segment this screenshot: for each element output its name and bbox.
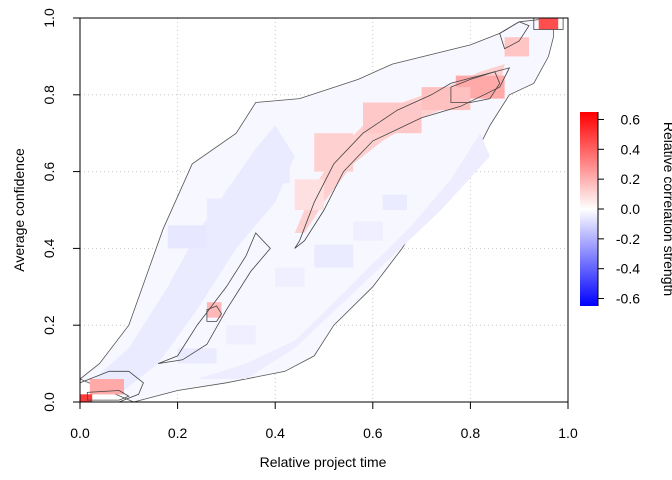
contour-0 (80, 370, 144, 402)
x-axis-label: Relative project time (260, 454, 387, 470)
colorbar-tick-label-2: 0.2 (621, 171, 641, 187)
colorbar-tick-label-0: 0.6 (621, 111, 641, 127)
heatmap-cell-5 (353, 221, 383, 241)
heatmap-cell-10 (80, 394, 93, 402)
contour-3 (450, 71, 501, 103)
y-tick-label-4: 0.8 (41, 85, 57, 105)
x-tick-label-3: 0.6 (363, 425, 383, 441)
x-tick-label-0: 0.0 (70, 425, 90, 441)
y-axis: 0.0 0.2 0.4 0.6 0.8 1.0 (41, 8, 81, 412)
heatmap-cell-17 (504, 37, 529, 57)
colorbar-tick-label-6: -0.6 (616, 291, 640, 307)
y-axis-label: Average confidence (11, 148, 27, 272)
colorbar: 0.6 0.4 0.2 0.0 -0.2 -0.4 -0.6 Relative correl… (580, 111, 672, 307)
x-axis: 0.0 0.2 0.4 0.6 0.8 1.0 (70, 401, 578, 441)
contour-6 (157, 232, 271, 364)
heatmap-cell-6 (382, 194, 407, 210)
heatmap-cell-13 (314, 133, 354, 172)
contour-1 (86, 390, 130, 401)
colorbar-label: Relative correlation strength (661, 122, 672, 296)
y-tick-label-2: 0.4 (41, 238, 57, 258)
x-tick-label-4: 0.8 (461, 425, 481, 441)
heatmap-cell-1 (206, 198, 237, 218)
y-tick-label-1: 0.2 (41, 315, 57, 335)
colorbar-gradient (580, 112, 598, 306)
x-tick-label-1: 0.2 (168, 425, 188, 441)
colorbar-tick-label-1: 0.4 (621, 141, 641, 157)
y-tick-label-5: 1.0 (41, 8, 57, 28)
y-tick-label-0: 0.0 (41, 392, 57, 412)
heatmap-cell-8 (226, 325, 256, 345)
heatmap-cells (80, 18, 559, 402)
colorbar-tick-label-4: -0.2 (616, 231, 640, 247)
contour-5 (294, 67, 511, 249)
colorbar-tick-label-5: -0.4 (616, 261, 640, 277)
x-tick-label-2: 0.4 (265, 425, 285, 441)
contour-7 (499, 21, 530, 50)
heatmap-cell-15 (421, 87, 471, 111)
contour-lines (80, 18, 564, 402)
heatmap-cell-18 (206, 302, 222, 318)
heatmap-cell-16 (294, 179, 324, 210)
heatmap-cell-11 (538, 18, 559, 30)
heatmap-cell-7 (177, 348, 217, 364)
heatmap-cell-14 (363, 102, 422, 134)
blue-band-upper (89, 125, 295, 395)
heatmap-cell-0 (167, 225, 207, 249)
heatmap-cell-2 (265, 167, 290, 184)
x-tick-label-5: 1.0 (558, 425, 578, 441)
colorbar-ticks: 0.6 0.4 0.2 0.0 -0.2 -0.4 -0.6 (597, 111, 641, 307)
heatmap-cell-4 (314, 244, 354, 268)
heatmap-cell-3 (275, 267, 305, 287)
y-tick-label-3: 0.6 (41, 162, 57, 182)
contour-2 (533, 18, 564, 30)
colorbar-tick-label-3: 0.0 (621, 201, 641, 217)
